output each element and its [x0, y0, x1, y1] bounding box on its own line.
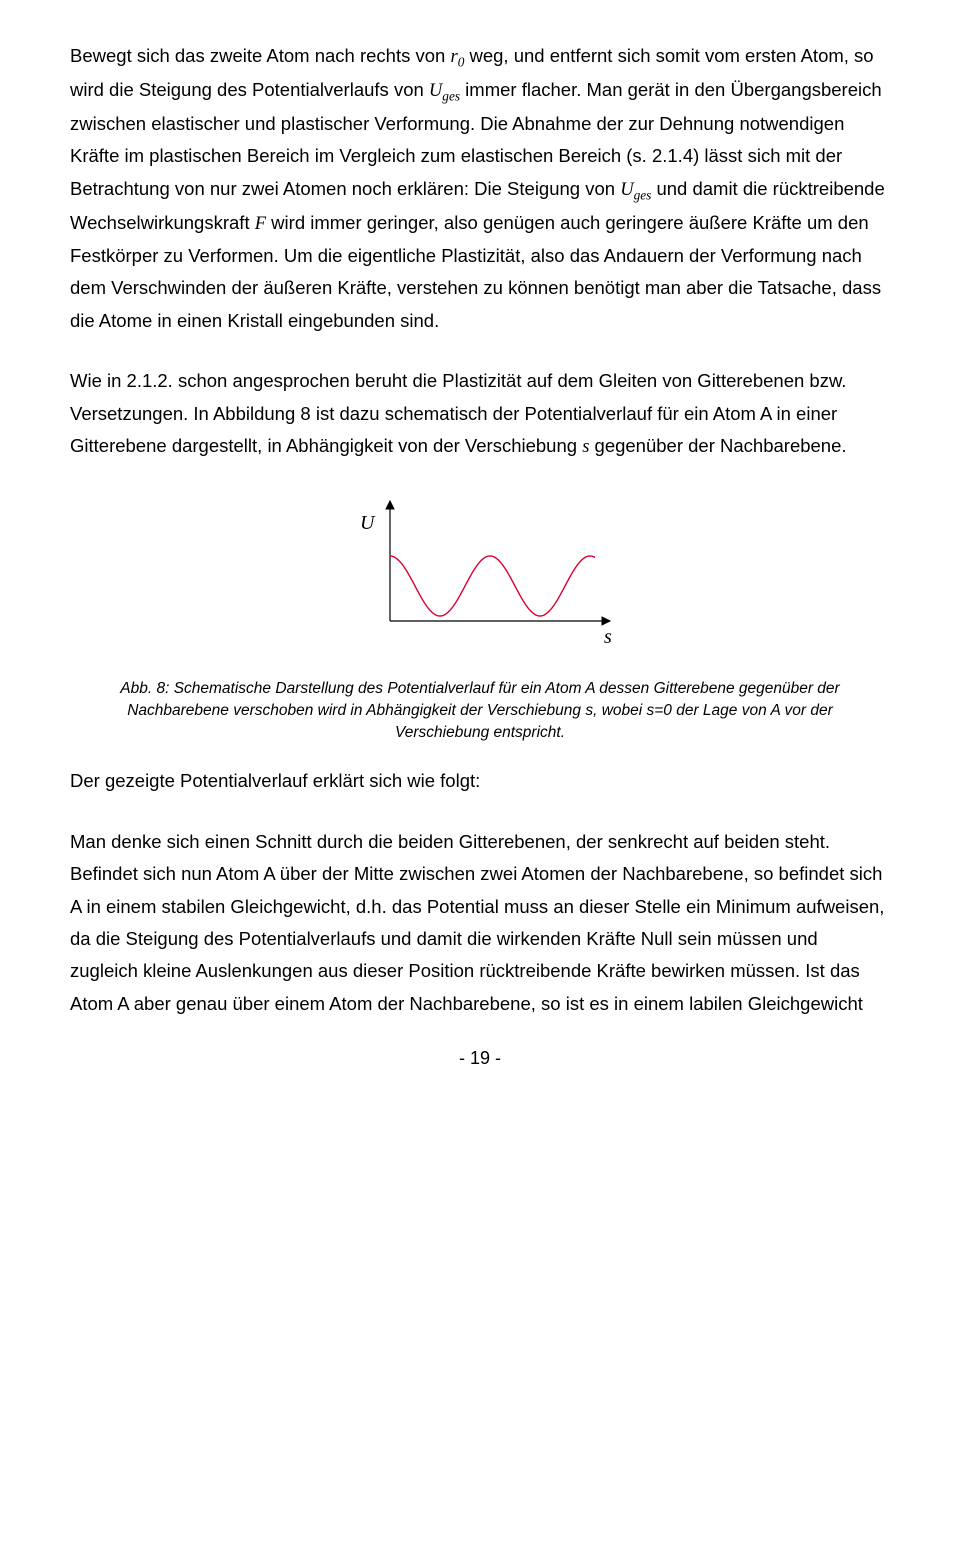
- var-U: U: [429, 81, 442, 101]
- var-U2: U: [620, 180, 633, 200]
- figure-8: Us: [70, 491, 890, 666]
- figure-8-caption: Abb. 8: Schematische Darstellung des Pot…: [70, 678, 890, 743]
- text: gegenüber der Nachbarebene.: [589, 435, 846, 456]
- svg-text:s: s: [604, 626, 612, 648]
- var-r: r: [450, 47, 457, 67]
- page-number: - 19 -: [70, 1048, 890, 1069]
- paragraph-4: Man denke sich einen Schnitt durch die b…: [70, 826, 890, 1020]
- paragraph-1: Bewegt sich das zweite Atom nach rechts …: [70, 40, 890, 337]
- paragraph-3: Der gezeigte Potentialverlauf erklärt si…: [70, 765, 890, 797]
- svg-text:U: U: [360, 512, 376, 534]
- document-page: Bewegt sich das zweite Atom nach rechts …: [0, 0, 960, 1099]
- paragraph-2: Wie in 2.1.2. schon angesprochen beruht …: [70, 365, 890, 463]
- var-F: F: [255, 214, 266, 234]
- text: Bewegt sich das zweite Atom nach rechts …: [70, 45, 450, 66]
- sub-ges2: ges: [634, 187, 652, 202]
- potential-curve-diagram: Us: [330, 491, 630, 661]
- sub-ges: ges: [442, 89, 460, 104]
